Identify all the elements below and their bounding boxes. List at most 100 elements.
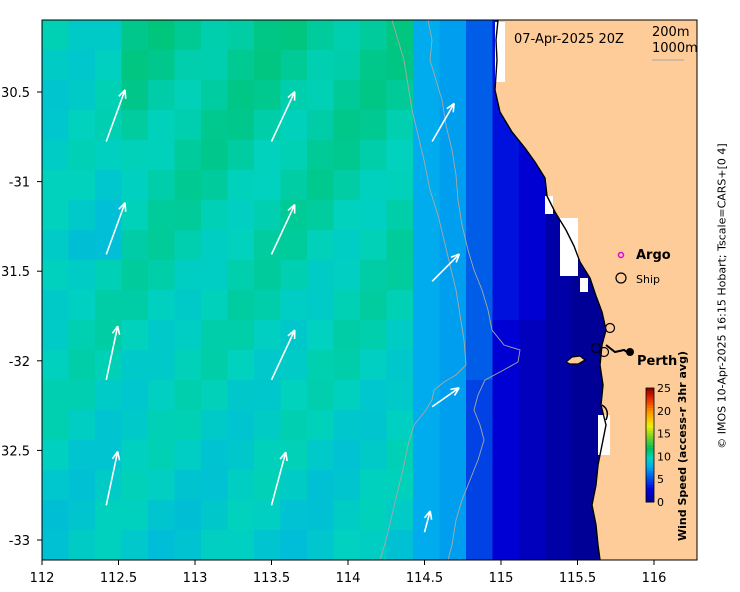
- x-tick-label: 114.5: [406, 571, 443, 586]
- wind-cell: [148, 440, 176, 471]
- wind-cell: [333, 320, 361, 351]
- wind-cell: [68, 170, 96, 201]
- wind-cell: [466, 50, 494, 81]
- wind-cell: [254, 320, 282, 351]
- wind-cell: [42, 470, 70, 501]
- wind-cell: [572, 530, 600, 560]
- wind-cell: [148, 50, 176, 81]
- wind-cell: [280, 110, 308, 141]
- ship-marker[interactable]: [598, 346, 610, 358]
- wind-cell: [492, 440, 520, 471]
- wind-cell: [466, 500, 494, 531]
- wind-cell: [42, 200, 70, 231]
- wind-cell: [413, 290, 441, 321]
- colorbar-swatch: [646, 416, 654, 420]
- wind-cell: [492, 380, 520, 411]
- wind-cell: [68, 20, 96, 51]
- wind-cell: [148, 20, 176, 51]
- wind-cell: [174, 80, 202, 111]
- wind-cell: [545, 320, 573, 351]
- y-tick-label: -31: [9, 176, 30, 191]
- wind-cell: [413, 200, 441, 231]
- wind-cell: [227, 20, 255, 51]
- wind-cell: [68, 470, 96, 501]
- wind-cell: [333, 440, 361, 471]
- wind-cell: [121, 440, 149, 471]
- wind-cell: [42, 380, 70, 411]
- wind-cell: [519, 410, 547, 441]
- colorbar-swatch: [646, 490, 654, 494]
- argo-label: Argo: [636, 248, 671, 263]
- date-label: 07-Apr-2025 20Z: [514, 32, 624, 47]
- wind-cell: [254, 20, 282, 51]
- wind-cell: [492, 500, 520, 531]
- wind-cell: [174, 170, 202, 201]
- y-tick-label: 32.5: [1, 444, 30, 459]
- wind-cell: [413, 20, 441, 51]
- ship-label: Ship: [636, 273, 660, 286]
- ship-marker[interactable]: [604, 322, 616, 334]
- wind-cell: [386, 410, 414, 441]
- wind-cell: [174, 260, 202, 291]
- wind-cell: [174, 350, 202, 381]
- wind-arrow: [270, 203, 296, 255]
- wind-cell: [307, 320, 335, 351]
- wind-cell: [174, 20, 202, 51]
- wind-cell: [148, 500, 176, 531]
- wind-cell: [307, 500, 335, 531]
- colorbar-swatch: [646, 499, 654, 503]
- wind-cell: [227, 140, 255, 171]
- wind-cell: [42, 110, 70, 141]
- contour-1000m: [379, 20, 467, 560]
- ship-legend-icon: [615, 272, 627, 284]
- wind-cell: [201, 440, 229, 471]
- wind-cell: [148, 260, 176, 291]
- wind-cell: [572, 290, 600, 321]
- colorbar-swatch: [646, 402, 654, 406]
- wind-cell: [227, 50, 255, 81]
- wind-cell: [545, 500, 573, 531]
- wind-cell: [201, 260, 229, 291]
- wind-cell: [68, 350, 96, 381]
- colorbar-swatch: [646, 464, 654, 469]
- wind-cell: [333, 500, 361, 531]
- colorbar-swatch: [646, 390, 654, 395]
- coastline: [494, 20, 607, 560]
- wind-cell: [545, 470, 573, 501]
- wind-cell: [227, 110, 255, 141]
- wind-cell: [492, 350, 520, 381]
- x-axis: 112 112.5 113 113.5 114 114.5 115 115.5 116: [30, 560, 666, 586]
- wind-cell: [254, 140, 282, 171]
- colorbar-swatch: [646, 462, 654, 466]
- wind-cell: [466, 110, 494, 141]
- ship-marker[interactable]: [590, 342, 602, 354]
- wind-cell: [413, 170, 441, 201]
- wind-cell: [413, 380, 441, 411]
- wind-cell: [307, 140, 335, 171]
- wind-cell: [95, 410, 123, 441]
- wind-cell: [545, 410, 573, 441]
- wind-cell: [386, 440, 414, 471]
- wind-cell: [148, 80, 176, 111]
- wind-cell: [174, 290, 202, 321]
- wind-cell: [439, 50, 467, 81]
- wind-cell: [148, 530, 176, 560]
- wind-cell: [174, 440, 202, 471]
- wind-cell: [519, 230, 547, 261]
- wind-cell: [121, 530, 149, 560]
- wind-cell: [492, 200, 520, 231]
- wind-cell: [386, 530, 414, 560]
- perth-marker[interactable]: [626, 348, 634, 356]
- wind-cell: [121, 470, 149, 501]
- wind-cell: [42, 500, 70, 531]
- wind-cell: [227, 200, 255, 231]
- wind-cell: [174, 410, 202, 441]
- colorbar-swatch: [646, 453, 654, 457]
- wind-cell: [227, 290, 255, 321]
- wind-cell: [519, 350, 547, 381]
- colorbar-swatch: [646, 393, 654, 398]
- wind-arrow: [270, 451, 288, 506]
- wind-cell: [360, 50, 388, 81]
- wind-cell: [386, 380, 414, 411]
- x-tick-label: 114: [336, 571, 361, 586]
